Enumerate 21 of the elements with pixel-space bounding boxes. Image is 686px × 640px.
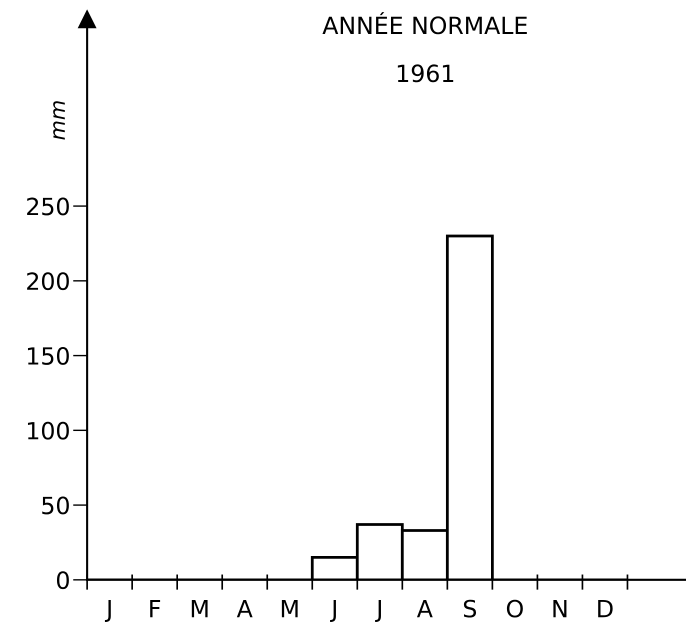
x-tick-label: M bbox=[192, 600, 208, 618]
x-tick-label: D bbox=[598, 600, 613, 618]
y-tick-label: 50 bbox=[42, 496, 69, 514]
x-tick-label: A bbox=[416, 600, 433, 618]
y-tick-label: 250 bbox=[27, 198, 69, 216]
x-tick-label: J bbox=[104, 600, 111, 622]
y-axis-title: mm bbox=[53, 101, 65, 140]
y-tick-label: 0 bbox=[56, 571, 69, 590]
x-tick-label: F bbox=[150, 600, 160, 618]
y-tick-label: 200 bbox=[27, 272, 69, 290]
x-tick-label: J bbox=[375, 600, 381, 622]
x-tick-label: J bbox=[330, 600, 336, 622]
y-tick-label: 150 bbox=[28, 347, 69, 365]
y-tick-label: 100 bbox=[28, 422, 69, 440]
x-tick-label: S bbox=[464, 600, 476, 618]
chart-title: ANNÉE NORMALE bbox=[322, 12, 527, 34]
x-tick-label: O bbox=[506, 600, 523, 618]
text: 1961 bbox=[398, 64, 454, 82]
x-tick-label: M bbox=[282, 600, 298, 618]
x-tick-label: A bbox=[236, 600, 253, 618]
x-tick-label: N bbox=[553, 600, 566, 618]
